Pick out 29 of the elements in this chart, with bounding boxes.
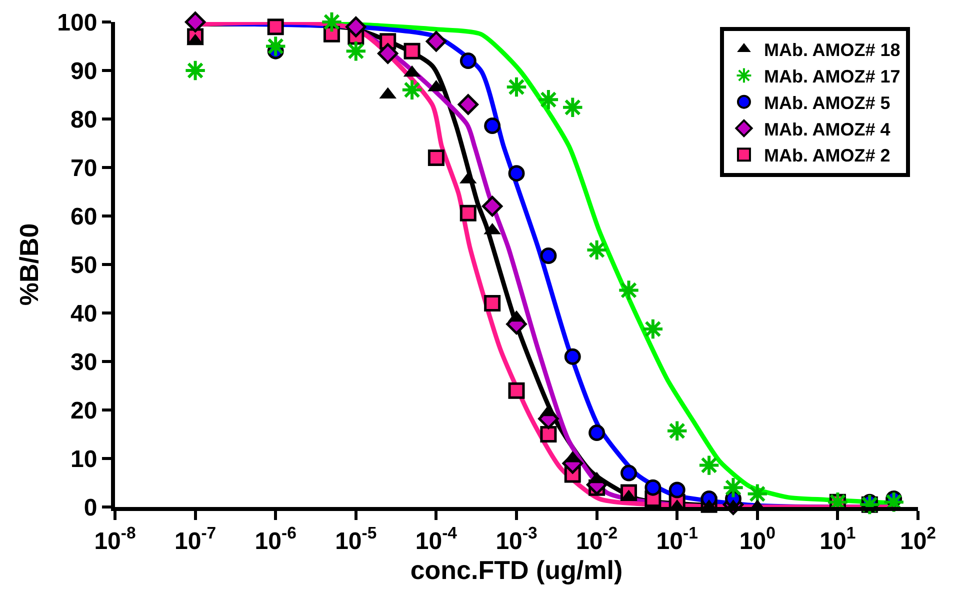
y-tick-label: 40 — [70, 300, 98, 328]
x-tick-label: 10$^{-2}$ — [576, 524, 618, 555]
legend-label: MAb. AMOZ# 4 — [764, 119, 890, 140]
y-axis-title: %B/B0 — [14, 223, 44, 306]
y-tick-label: 50 — [70, 252, 98, 279]
y-tick-label: 90 — [70, 58, 98, 85]
legend-label: MAb. AMOZ# 5 — [764, 92, 890, 113]
legend-label: MAb. AMOZ# 18 — [764, 40, 900, 60]
x-tick-label: 10$^{1}$ — [820, 524, 856, 555]
x-tick-label: 10$^{-3}$ — [496, 524, 538, 555]
x-tick-label: 10$^{-7}$ — [174, 524, 216, 555]
legend-label: MAb. AMOZ# 17 — [764, 66, 900, 86]
y-tick-label: 20 — [70, 397, 98, 424]
y-tick-label: 80 — [70, 106, 98, 134]
y-tick-label: 0 — [84, 494, 98, 522]
x-tick-label: 10$^{-1}$ — [656, 524, 698, 555]
x-axis-title: conc.FTD (ug/ml) — [410, 555, 623, 585]
x-tick-label: 10$^{-4}$ — [415, 524, 458, 555]
x-tick-label: 10$^{-6}$ — [254, 524, 296, 555]
y-tick-label: 60 — [70, 203, 98, 230]
x-tick-label: 10$^{-8}$ — [94, 524, 136, 555]
y-tick-label: 30 — [70, 348, 98, 376]
x-tick-label: 10$^{-5}$ — [335, 524, 377, 555]
x-tick-label: 10$^{0}$ — [739, 524, 776, 555]
y-tick-label: 70 — [70, 154, 98, 182]
y-tick-label: 100 — [57, 9, 98, 36]
legend-label: MAb. AMOZ# 2 — [764, 146, 890, 166]
y-tick-label: 10 — [70, 446, 98, 473]
x-tick-label: 10$^{2}$ — [900, 524, 936, 555]
